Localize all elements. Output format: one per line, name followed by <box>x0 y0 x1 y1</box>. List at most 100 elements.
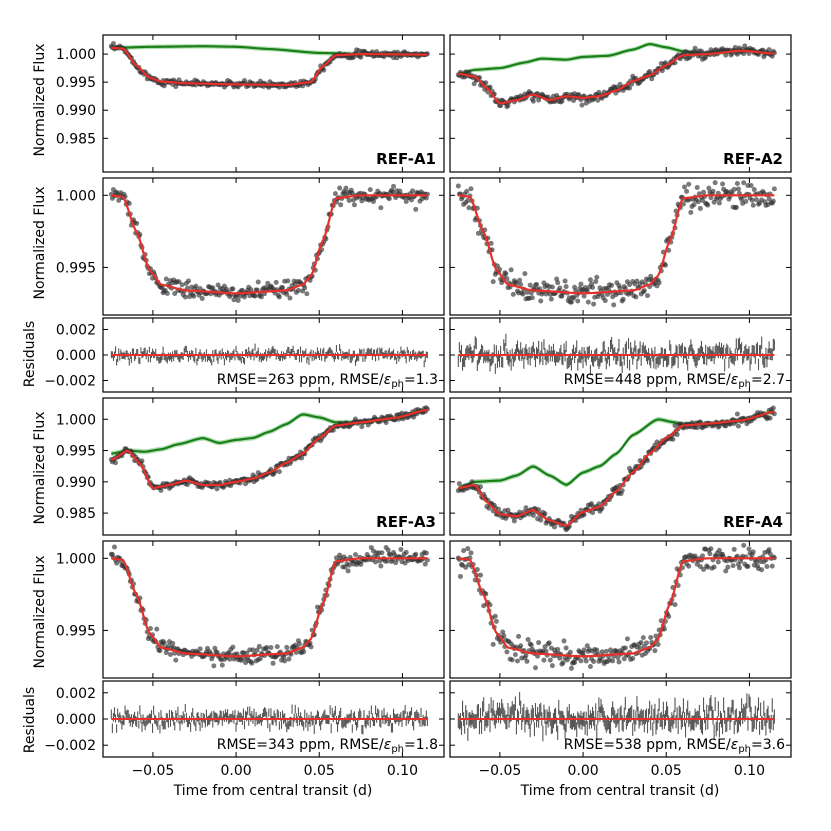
data-point <box>587 277 593 283</box>
data-point <box>557 285 563 291</box>
ylabel-flux-row5: Normalized Flux <box>32 556 48 669</box>
data-point <box>352 552 358 558</box>
data-point <box>770 198 776 204</box>
data-point <box>611 302 617 308</box>
data-point <box>741 542 747 548</box>
data-point <box>759 567 765 573</box>
data-point <box>542 511 548 517</box>
data-point <box>273 279 279 285</box>
data-point <box>634 278 640 284</box>
data-point <box>182 294 188 300</box>
panel-A1-detrended: 1.000 0.995 <box>56 177 445 316</box>
data-point <box>655 642 661 648</box>
panel-label: REF-A1 <box>376 150 436 168</box>
data-point <box>561 638 567 644</box>
y-tick-label: 1.000 <box>56 412 96 428</box>
data-point <box>769 563 775 569</box>
data-point <box>541 657 547 663</box>
y-tick-label: −0.002 <box>44 738 96 754</box>
data-point <box>557 655 563 661</box>
data-point <box>621 656 627 662</box>
data-point <box>528 290 534 296</box>
data-point <box>168 652 174 658</box>
data-point <box>603 648 609 654</box>
data-point <box>591 659 597 665</box>
data-point <box>549 284 555 290</box>
data-point <box>547 657 553 663</box>
data-point <box>295 287 301 293</box>
data-point <box>581 293 587 299</box>
data-point <box>321 67 327 73</box>
data-point <box>743 198 749 204</box>
data-point <box>723 568 729 574</box>
data-point <box>734 180 740 186</box>
data-point <box>767 551 773 557</box>
y-tick-label: 0.990 <box>56 103 96 119</box>
x-tick-label: 0.05 <box>304 763 335 779</box>
data-point <box>766 196 772 202</box>
data-point <box>378 563 384 569</box>
data-point <box>590 284 596 290</box>
data-point <box>701 566 707 572</box>
data-point <box>670 436 676 442</box>
data-point <box>593 279 599 285</box>
data-point <box>301 649 307 655</box>
data-point <box>707 551 713 557</box>
data-point <box>465 546 471 552</box>
data-point <box>504 649 510 655</box>
data-point <box>731 186 737 192</box>
data-point <box>398 546 404 552</box>
data-point <box>170 640 176 646</box>
data-point <box>766 47 772 53</box>
panel-label: REF-A3 <box>376 513 436 531</box>
data-point <box>351 202 357 208</box>
data-point <box>244 650 250 656</box>
x-tick-label: 0.10 <box>734 763 765 779</box>
xlabel-right: Time from central transit (d) <box>520 783 720 799</box>
data-point <box>466 69 472 75</box>
data-point <box>529 295 535 301</box>
data-point <box>697 205 703 211</box>
data-point <box>750 549 756 555</box>
y-tick-label: 1.000 <box>56 551 96 567</box>
data-point <box>474 567 480 573</box>
data-point <box>280 285 286 291</box>
data-point <box>624 636 630 642</box>
data-point <box>648 634 654 640</box>
data-point <box>579 102 585 108</box>
ylabel-residuals-row3: Residuals <box>22 321 38 387</box>
data-point <box>587 664 593 670</box>
transit-model-line <box>111 557 428 658</box>
data-point <box>581 512 587 518</box>
panel-A2-raw: REF-A2 <box>449 34 792 173</box>
data-point <box>615 655 621 661</box>
data-point <box>716 200 722 206</box>
data-point <box>284 291 290 297</box>
data-point <box>457 573 463 579</box>
data-point <box>359 424 365 430</box>
plot-area <box>108 544 430 669</box>
data-point <box>643 640 649 646</box>
panel-grid: REF-A1 1.000 0.995 0.990 0.985 REF-A2 1.000 0.9… <box>44 34 792 779</box>
data-point <box>555 280 561 286</box>
data-point <box>645 458 651 464</box>
data-point <box>503 271 509 277</box>
data-point <box>422 561 428 567</box>
data-point <box>640 635 646 641</box>
panel-A4-detrended <box>449 540 792 679</box>
data-point <box>585 299 591 305</box>
data-point <box>524 658 530 664</box>
data-point <box>113 460 119 466</box>
data-point <box>235 297 241 303</box>
data-point <box>285 278 291 284</box>
axes-frame <box>102 397 445 536</box>
data-point <box>520 291 526 297</box>
data-point <box>705 564 711 570</box>
data-point <box>715 559 721 565</box>
data-point <box>590 510 596 516</box>
plot-area <box>455 405 777 533</box>
data-point <box>538 298 544 304</box>
data-point <box>688 209 694 215</box>
data-point <box>730 563 736 569</box>
